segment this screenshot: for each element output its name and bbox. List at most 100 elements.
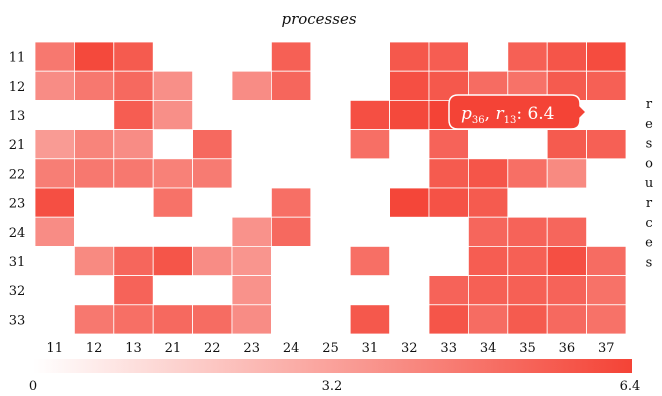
y-axis-title-letter: c xyxy=(645,216,652,231)
heatmap-cell[interactable] xyxy=(428,304,469,335)
y-axis-title-letter: e xyxy=(645,236,653,251)
x-tick-label: 22 xyxy=(204,341,221,356)
colorbar xyxy=(33,359,632,373)
y-tick-label: 12 xyxy=(9,80,26,95)
heatmap-cell[interactable] xyxy=(546,129,588,160)
heatmap-cell[interactable] xyxy=(152,100,193,131)
heatmap-cell[interactable] xyxy=(389,187,430,218)
heatmap-cell[interactable] xyxy=(586,41,627,72)
y-axis-tick-labels: 11 12 13 21 22 23 24 31 32 33 xyxy=(9,51,26,329)
heatmap-cell[interactable] xyxy=(507,304,548,335)
x-tick-label: 35 xyxy=(519,341,536,356)
x-tick-label: 24 xyxy=(283,341,300,356)
heatmap-cell[interactable] xyxy=(34,216,75,247)
heatmap-cell[interactable] xyxy=(231,275,272,306)
heatmap-cell[interactable] xyxy=(507,41,548,72)
heatmap-cell[interactable] xyxy=(34,41,75,72)
heatmap-cell[interactable] xyxy=(74,245,115,276)
heatmap-cell[interactable] xyxy=(270,41,312,72)
heatmap-cell[interactable] xyxy=(231,304,272,335)
heatmap-cell[interactable] xyxy=(507,216,548,247)
heatmap-cell[interactable] xyxy=(192,158,233,189)
heatmap-cell[interactable] xyxy=(349,304,391,335)
heatmap-cell[interactable] xyxy=(546,158,588,189)
y-axis-title-letter: s xyxy=(646,137,653,152)
heatmap-cell[interactable] xyxy=(152,70,193,101)
heatmap-cell[interactable] xyxy=(192,304,233,335)
heatmap-cell[interactable] xyxy=(192,129,233,160)
heatmap-cell[interactable] xyxy=(152,304,193,335)
heatmap-cell[interactable] xyxy=(586,245,627,276)
heatmap-cell[interactable] xyxy=(467,187,509,218)
x-tick-label: 34 xyxy=(480,341,497,356)
heatmap-cell[interactable] xyxy=(428,70,469,101)
heatmap-cell[interactable] xyxy=(231,70,272,101)
y-axis-title-letter: r xyxy=(646,196,653,211)
heatmap-cell[interactable] xyxy=(34,129,75,160)
heatmap-cell[interactable] xyxy=(546,245,588,276)
heatmap-cell[interactable] xyxy=(34,158,75,189)
heatmap-cell[interactable] xyxy=(546,41,588,72)
heatmap-cell[interactable] xyxy=(349,129,391,160)
heatmap-cell[interactable] xyxy=(152,158,193,189)
heatmap-cell[interactable] xyxy=(467,216,509,247)
heatmap-cell[interactable] xyxy=(74,70,115,101)
heatmap-cell[interactable] xyxy=(467,245,509,276)
heatmap-cell[interactable] xyxy=(74,129,115,160)
heatmap-cell[interactable] xyxy=(507,275,548,306)
heatmap-cells xyxy=(34,41,627,335)
y-axis-title-letter: r xyxy=(646,97,653,112)
heatmap-cell[interactable] xyxy=(389,100,430,131)
heatmap-cell[interactable] xyxy=(270,70,312,101)
heatmap-cell[interactable] xyxy=(113,100,154,131)
heatmap-cell[interactable] xyxy=(74,41,115,72)
heatmap-cell[interactable] xyxy=(428,275,469,306)
heatmap-cell[interactable] xyxy=(349,100,391,131)
heatmap-cell[interactable] xyxy=(586,304,627,335)
heatmap-cell[interactable] xyxy=(270,216,312,247)
tooltip-process-index: 36 xyxy=(472,115,485,126)
heatmap-cell[interactable] xyxy=(270,187,312,218)
heatmap-cell[interactable] xyxy=(349,245,391,276)
heatmap-cell[interactable] xyxy=(113,158,154,189)
heatmap-cell[interactable] xyxy=(428,187,469,218)
heatmap-cell[interactable] xyxy=(467,304,509,335)
heatmap-cell[interactable] xyxy=(428,129,469,160)
heatmap-cell[interactable] xyxy=(74,304,115,335)
heatmap-cell[interactable] xyxy=(507,158,548,189)
heatmap-cell[interactable] xyxy=(34,70,75,101)
tooltip-value: : 6.4 xyxy=(516,104,554,124)
heatmap-cell[interactable] xyxy=(74,158,115,189)
heatmap-cell[interactable] xyxy=(546,304,588,335)
heatmap-cell[interactable] xyxy=(586,129,627,160)
x-tick-label: 32 xyxy=(401,341,418,356)
heatmap-cell[interactable] xyxy=(507,245,548,276)
heatmap-cell[interactable] xyxy=(428,158,469,189)
heatmap-cell[interactable] xyxy=(231,245,272,276)
heatmap-cell[interactable] xyxy=(113,70,154,101)
heatmap-cell[interactable] xyxy=(152,245,193,276)
heatmap-cell[interactable] xyxy=(34,187,75,218)
y-tick-label: 24 xyxy=(9,226,26,241)
heatmap-cell[interactable] xyxy=(113,41,154,72)
heatmap-cell[interactable] xyxy=(389,41,430,72)
heatmap-cell[interactable] xyxy=(113,275,154,306)
x-tick-label: 31 xyxy=(362,341,379,356)
heatmap-cell[interactable] xyxy=(389,70,430,101)
heatmap-cell[interactable] xyxy=(231,216,272,247)
heatmap-cell[interactable] xyxy=(428,41,469,72)
heatmap-cell[interactable] xyxy=(113,245,154,276)
tooltip-process-letter: p xyxy=(461,104,472,124)
heatmap-cell[interactable] xyxy=(546,216,588,247)
heatmap-cell[interactable] xyxy=(467,275,509,306)
heatmap-cell[interactable] xyxy=(586,275,627,306)
heatmap-cell[interactable] xyxy=(113,304,154,335)
heatmap-cell[interactable] xyxy=(546,275,588,306)
heatmap-cell[interactable] xyxy=(113,129,154,160)
heatmap-cell[interactable] xyxy=(192,245,233,276)
heatmap-cell[interactable] xyxy=(152,187,193,218)
heatmap-cell[interactable] xyxy=(586,70,627,101)
heatmap-cell[interactable] xyxy=(467,158,509,189)
